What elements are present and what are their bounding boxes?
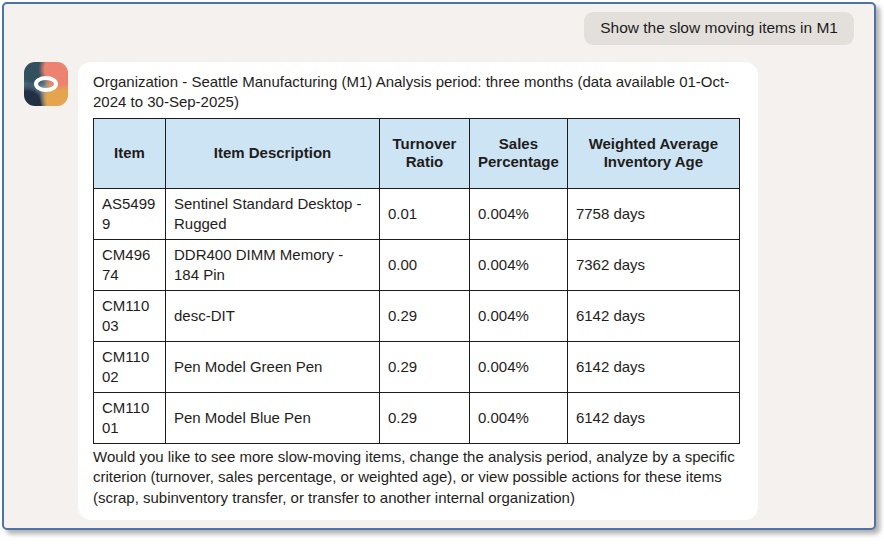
column-header: Item Description: [166, 118, 380, 188]
table-row: CM11001Pen Model Blue Pen0.290.004%6142 …: [94, 392, 740, 443]
table-cell: Pen Model Blue Pen: [166, 392, 380, 443]
table-cell: Sentinel Standard Desktop - Rugged: [166, 188, 380, 239]
oracle-logo-icon: [34, 76, 58, 92]
user-message-bubble: Show the slow moving items in M1: [584, 12, 854, 45]
table-cell: 7758 days: [567, 188, 739, 239]
user-message-text: Show the slow moving items in M1: [600, 19, 838, 36]
table-cell: 0.004%: [470, 341, 568, 392]
column-header: Item: [94, 118, 166, 188]
assistant-avatar: [24, 62, 68, 106]
table-row: CM49674DDR400 DIMM Memory - 184 Pin0.000…: [94, 239, 740, 290]
slow-moving-items-table: ItemItem DescriptionTurnover RatioSales …: [93, 118, 740, 444]
table-header-row: ItemItem DescriptionTurnover RatioSales …: [94, 118, 740, 188]
assistant-message-card: Organization - Seattle Manufacturing (M1…: [78, 62, 758, 520]
table-cell: 0.29: [380, 290, 470, 341]
table-row: AS54999Sentinel Standard Desktop - Rugge…: [94, 188, 740, 239]
table-cell: 6142 days: [567, 290, 739, 341]
table-cell: desc-DIT: [166, 290, 380, 341]
table-cell: 0.004%: [470, 188, 568, 239]
analysis-summary-text: Organization - Seattle Manufacturing (M1…: [93, 72, 744, 113]
user-message-row: Show the slow moving items in M1: [4, 4, 874, 45]
column-header: Turnover Ratio: [380, 118, 470, 188]
table-cell: 0.004%: [470, 392, 568, 443]
window-frame: Show the slow moving items in M1 Organiz…: [2, 2, 876, 530]
table-cell: AS54999: [94, 188, 166, 239]
table-cell: 7362 days: [567, 239, 739, 290]
table-row: CM11002Pen Model Green Pen0.290.004%6142…: [94, 341, 740, 392]
assistant-message-row: Organization - Seattle Manufacturing (M1…: [4, 45, 874, 520]
table-cell: 0.29: [380, 341, 470, 392]
table-cell: 0.004%: [470, 239, 568, 290]
table-row: CM11003desc-DIT0.290.004%6142 days: [94, 290, 740, 341]
table-cell: 6142 days: [567, 392, 739, 443]
table-cell: 6142 days: [567, 341, 739, 392]
table-cell: DDR400 DIMM Memory - 184 Pin: [166, 239, 380, 290]
table-cell: CM11003: [94, 290, 166, 341]
table-cell: 0.29: [380, 392, 470, 443]
table-cell: CM11001: [94, 392, 166, 443]
column-header: Weighted Average Inventory Age: [567, 118, 739, 188]
column-header: Sales Percentage: [470, 118, 568, 188]
table-cell: 0.004%: [470, 290, 568, 341]
table-cell: 0.00: [380, 239, 470, 290]
table-cell: 0.01: [380, 188, 470, 239]
table-cell: Pen Model Green Pen: [166, 341, 380, 392]
table-cell: CM49674: [94, 239, 166, 290]
table-cell: CM11002: [94, 341, 166, 392]
follow-up-prompt-text: Would you like to see more slow-moving i…: [93, 447, 744, 508]
